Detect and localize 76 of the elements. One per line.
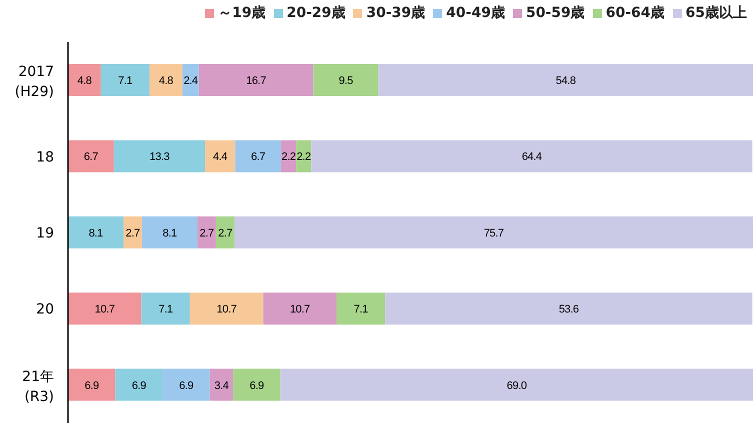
y-tick-label: 20 — [36, 302, 54, 318]
bar — [296, 140, 312, 172]
bar — [197, 216, 216, 248]
data-label: 2.2 — [296, 151, 311, 164]
bar — [68, 64, 101, 96]
legend-label: 60-64歳 — [604, 4, 665, 22]
data-label: 6.9 — [84, 380, 99, 392]
data-label: 10.7 — [94, 304, 115, 316]
bar — [142, 216, 198, 248]
data-label: 8.1 — [88, 227, 104, 240]
data-label: 54.8 — [556, 75, 576, 87]
legend-label: 65歳以上 — [684, 4, 747, 22]
data-label: 2.7 — [200, 227, 214, 240]
legend-label: 20-29歳 — [286, 4, 346, 22]
data-label: 64.4 — [522, 151, 542, 164]
bar — [100, 64, 150, 96]
bar — [150, 64, 182, 96]
data-label: 13.3 — [150, 151, 170, 164]
data-label: 9.5 — [338, 75, 354, 87]
bar — [336, 292, 386, 325]
bar — [68, 292, 142, 325]
bar — [141, 292, 190, 325]
data-label: 6.7 — [84, 151, 98, 164]
bar — [162, 368, 210, 401]
bar — [216, 216, 234, 248]
bar — [198, 64, 314, 96]
legend-label: 30-39歳 — [365, 4, 426, 22]
data-label: 6.9 — [250, 380, 264, 392]
bar — [68, 140, 114, 172]
data-label: 10.7 — [216, 304, 237, 316]
bar — [378, 64, 753, 96]
bar — [114, 140, 205, 172]
data-label: 4.8 — [77, 75, 92, 87]
data-label: 7.1 — [354, 304, 368, 316]
bar — [205, 140, 236, 172]
data-label: 6.9 — [179, 380, 194, 392]
data-label: 3.4 — [214, 380, 229, 392]
data-label: 4.4 — [213, 151, 228, 164]
bar — [385, 292, 752, 325]
y-tick-label: 18 — [36, 149, 54, 166]
bar — [68, 368, 116, 401]
bar — [281, 140, 296, 172]
bar — [263, 292, 337, 325]
bar — [182, 64, 199, 96]
legend-label: ～19歳 — [217, 4, 266, 22]
bar — [210, 368, 234, 401]
y-tick-label: 19 — [36, 226, 54, 242]
data-label: 7.1 — [118, 75, 133, 87]
data-label: 7.1 — [158, 304, 173, 316]
data-label: 10.7 — [290, 304, 310, 316]
data-label: 75.7 — [484, 227, 504, 240]
bar — [190, 292, 264, 325]
data-label: 2.7 — [126, 227, 140, 240]
bar — [123, 216, 142, 248]
bar — [235, 140, 282, 172]
bar — [311, 140, 752, 172]
y-tick-label: 2017 (H29) — [14, 64, 54, 100]
data-label: 53.6 — [558, 304, 579, 316]
bar — [68, 216, 124, 248]
data-label: 6.9 — [132, 380, 146, 392]
data-label: 8.1 — [162, 227, 178, 240]
bar — [313, 64, 378, 96]
bar — [233, 368, 280, 401]
data-label: 2.4 — [184, 75, 198, 87]
legend-label: 50-59歳 — [524, 4, 585, 22]
data-label: 2.7 — [218, 227, 233, 240]
y-tick-label: 21年 (R3) — [22, 368, 54, 405]
data-label: 2.2 — [282, 151, 296, 164]
bar — [234, 216, 753, 248]
legend-label: 40-49歳 — [445, 4, 505, 22]
data-label: 69.0 — [506, 380, 527, 392]
data-label: 4.8 — [158, 75, 174, 87]
data-label: 6.7 — [251, 151, 266, 164]
data-label: 16.7 — [246, 75, 266, 87]
bar — [115, 368, 163, 401]
bar — [280, 368, 753, 401]
